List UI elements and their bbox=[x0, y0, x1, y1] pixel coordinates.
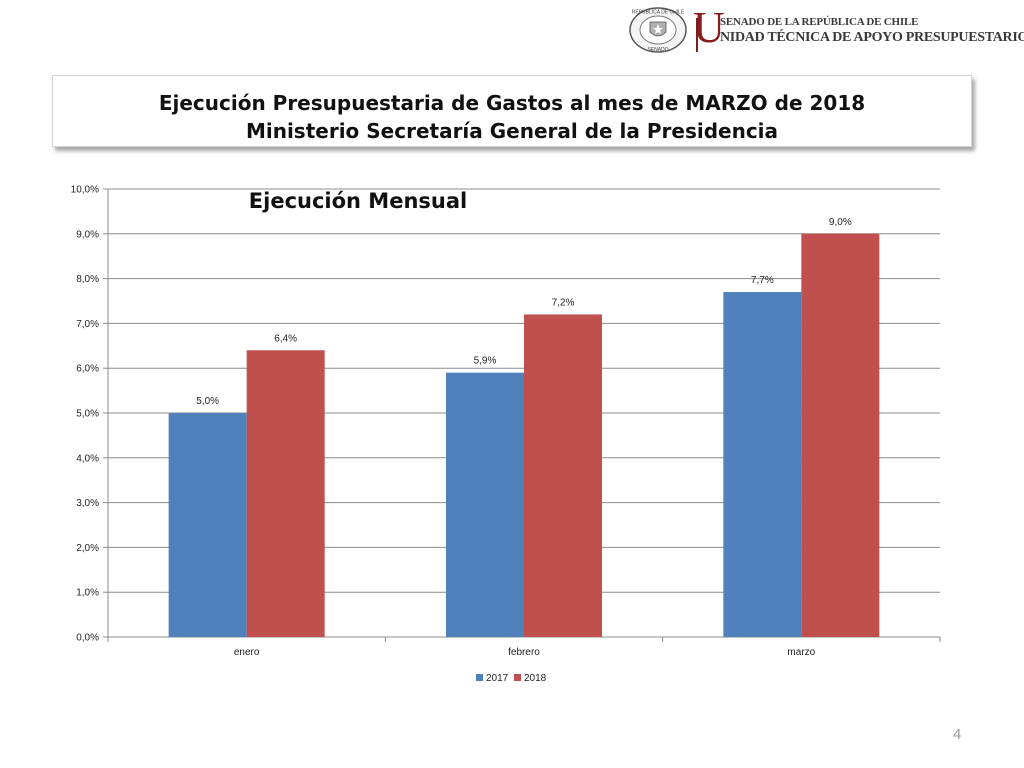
bar-2018-enero bbox=[246, 350, 325, 637]
data-label: 7,7% bbox=[751, 275, 774, 286]
x-tick-label: marzo bbox=[787, 647, 815, 658]
x-tick-label: febrero bbox=[508, 647, 540, 658]
y-tick-label: 0,0% bbox=[76, 633, 99, 644]
seal-text-bottom: SENADO bbox=[647, 47, 668, 53]
legend-swatch-2017 bbox=[476, 674, 483, 681]
y-tick-label: 2,0% bbox=[76, 543, 99, 554]
y-tick-label: 6,0% bbox=[76, 364, 99, 375]
y-tick-label: 9,0% bbox=[76, 229, 99, 240]
data-label: 7,2% bbox=[552, 297, 575, 308]
slide-title: Ejecución Presupuestaria de Gastos al me… bbox=[158, 91, 866, 115]
legend-label: 2017 bbox=[486, 673, 509, 684]
bar-2018-febrero bbox=[524, 314, 602, 637]
header-logo: REPÚBLICA DE CHILE SENADO U SENADO DE LA… bbox=[620, 3, 1024, 56]
bar-2018-marzo bbox=[801, 233, 880, 638]
y-tick-label: 5,0% bbox=[76, 409, 99, 420]
header-divider bbox=[696, 18, 698, 52]
y-tick-label: 7,0% bbox=[76, 319, 99, 330]
data-label: 9,0% bbox=[829, 217, 852, 228]
y-tick-label: 3,0% bbox=[76, 498, 99, 509]
data-label: 5,0% bbox=[196, 396, 219, 407]
seal-text-top: REPÚBLICA DE CHILE bbox=[632, 9, 685, 16]
logo-initial: U bbox=[693, 3, 725, 52]
legend-label: 2018 bbox=[524, 673, 547, 684]
logo-senado-text: SENADO DE LA REPÚBLICA DE CHILE bbox=[720, 16, 919, 28]
legend-swatch-2018 bbox=[514, 674, 521, 681]
bar-2017-febrero bbox=[446, 372, 524, 637]
y-tick-label: 10,0% bbox=[71, 185, 99, 196]
senado-seal-icon: REPÚBLICA DE CHILE SENADO bbox=[629, 7, 687, 53]
data-label: 6,4% bbox=[274, 333, 297, 344]
y-tick-label: 1,0% bbox=[76, 588, 99, 599]
chart-title: Ejecución Mensual bbox=[249, 189, 467, 213]
data-label: 5,9% bbox=[474, 356, 497, 367]
slide-subtitle: Ministerio Secretaría General de la Pres… bbox=[245, 119, 779, 143]
x-tick-label: enero bbox=[234, 647, 260, 658]
logo-unit-text: NIDAD TÉCNICA DE APOYO PRESUPUESTARIO bbox=[720, 30, 1024, 45]
slide-title-box: Ejecución Presupuestaria de Gastos al me… bbox=[52, 75, 972, 147]
y-tick-label: 8,0% bbox=[76, 274, 99, 285]
slide-number: 4 bbox=[953, 726, 962, 743]
bar-2017-enero bbox=[168, 413, 247, 637]
y-tick-label: 4,0% bbox=[76, 453, 99, 464]
bar-2017-marzo bbox=[723, 292, 802, 637]
